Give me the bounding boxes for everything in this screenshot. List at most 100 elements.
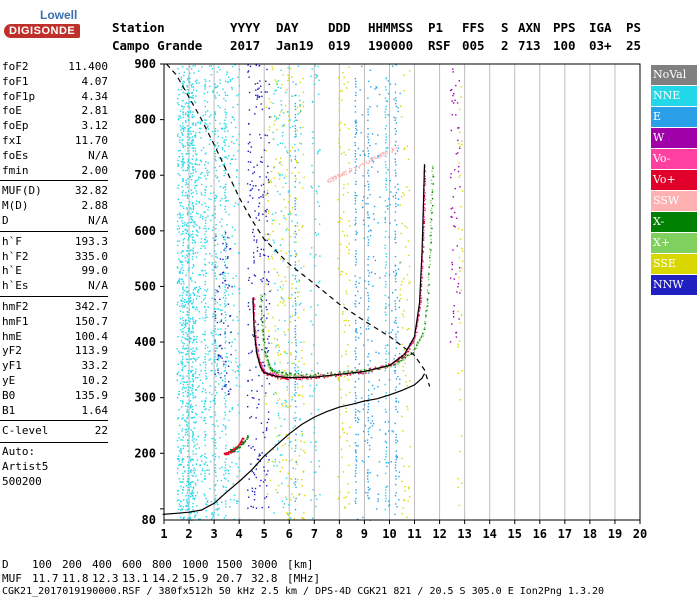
noise-echo (188, 329, 190, 331)
noise-echo (216, 480, 219, 482)
o-trace-echo (396, 361, 399, 363)
echo-streak (182, 381, 184, 383)
noise-echo (277, 117, 279, 119)
noise-echo (384, 421, 386, 423)
noise-echo (196, 491, 199, 494)
echo-streak (394, 319, 397, 322)
echo-streak (204, 105, 206, 108)
f1-trace-echo (235, 448, 237, 450)
noise-echo (235, 357, 237, 360)
o-trace-echo (258, 354, 260, 356)
echo-streak (187, 464, 189, 466)
echo-streak (204, 475, 206, 477)
noise-echo (193, 357, 195, 360)
o-trace-echo (277, 377, 279, 379)
echo-streak (385, 305, 387, 308)
echo-streak (224, 191, 226, 194)
param-name: hmE (2, 329, 22, 343)
x-trace-echo (422, 335, 424, 337)
echo-streak (204, 164, 206, 166)
echo-streak (385, 100, 388, 102)
f1-trace-echo (247, 435, 249, 437)
noise-echo (225, 200, 228, 202)
noise-echo (282, 302, 284, 304)
o-trace-echo (415, 334, 417, 337)
noise-echo (303, 363, 305, 365)
noise-echo (215, 169, 218, 172)
noise-echo (461, 247, 463, 250)
noise-echo (359, 154, 361, 156)
noise-echo (267, 165, 269, 167)
noise-echo (182, 255, 184, 257)
noise-echo (359, 411, 361, 413)
x-trace-echo (268, 365, 270, 368)
noise-echo (190, 512, 192, 514)
noise-echo (181, 220, 183, 222)
noise-echo (201, 454, 203, 457)
echo-streak (224, 197, 226, 199)
noise-echo (275, 392, 278, 395)
noise-echo (205, 408, 207, 410)
o-trace-echo (424, 179, 426, 181)
noise-echo (216, 147, 218, 150)
noise-echo (260, 91, 262, 93)
noise-echo (268, 83, 270, 86)
echo-streak (224, 230, 226, 233)
noise-echo (291, 294, 293, 296)
noise-echo (280, 104, 283, 106)
noise-echo (386, 100, 389, 103)
noise-echo (180, 110, 182, 112)
o-trace-echo (266, 374, 268, 376)
noise-echo (201, 269, 204, 272)
echo-streak (181, 461, 183, 463)
noise-echo (338, 496, 340, 499)
echo-streak (355, 328, 357, 330)
noise-echo (388, 505, 390, 507)
header-labels-ddd: DDD (328, 20, 351, 35)
o-trace-echo (394, 363, 396, 365)
noise-echo (461, 482, 463, 484)
noise-echo (341, 230, 344, 233)
noise-echo (342, 313, 344, 315)
noise-echo (252, 228, 254, 231)
echo-streak (187, 91, 190, 94)
noise-echo (260, 279, 262, 281)
noise-echo (266, 280, 268, 282)
echo-streak (224, 347, 226, 349)
noise-echo (258, 205, 260, 208)
noise-echo (294, 143, 296, 146)
noise-echo (273, 512, 275, 514)
noise-echo (201, 245, 203, 247)
param-name: foE (2, 104, 22, 118)
noise-echo (236, 170, 238, 172)
noise-echo (373, 205, 376, 208)
noise-echo (180, 299, 182, 301)
noise-echo (192, 299, 195, 301)
x-trace-echo (268, 364, 270, 366)
noise-echo (219, 344, 222, 347)
noise-echo (279, 361, 281, 364)
x-trace-echo (393, 363, 395, 366)
noise-echo (235, 202, 237, 204)
echo-streak (367, 172, 369, 174)
noise-echo (291, 447, 293, 449)
echo-streak (224, 286, 226, 288)
echo-streak (367, 397, 370, 400)
noise-echo (296, 463, 298, 465)
echo-streak (225, 136, 227, 138)
noise-echo (217, 334, 220, 336)
noise-echo (177, 455, 180, 457)
noise-echo (314, 445, 316, 447)
noise-echo (192, 139, 194, 142)
echo-streak (395, 483, 397, 486)
noise-echo (458, 176, 460, 178)
noise-echo (231, 116, 234, 118)
noise-echo (283, 217, 286, 219)
noise-echo (190, 68, 193, 70)
noise-echo (215, 160, 217, 162)
noise-echo (288, 115, 290, 117)
echo-streak (384, 236, 386, 238)
echo-streak (187, 297, 190, 299)
noise-echo (227, 470, 230, 472)
noise-echo (181, 324, 183, 326)
